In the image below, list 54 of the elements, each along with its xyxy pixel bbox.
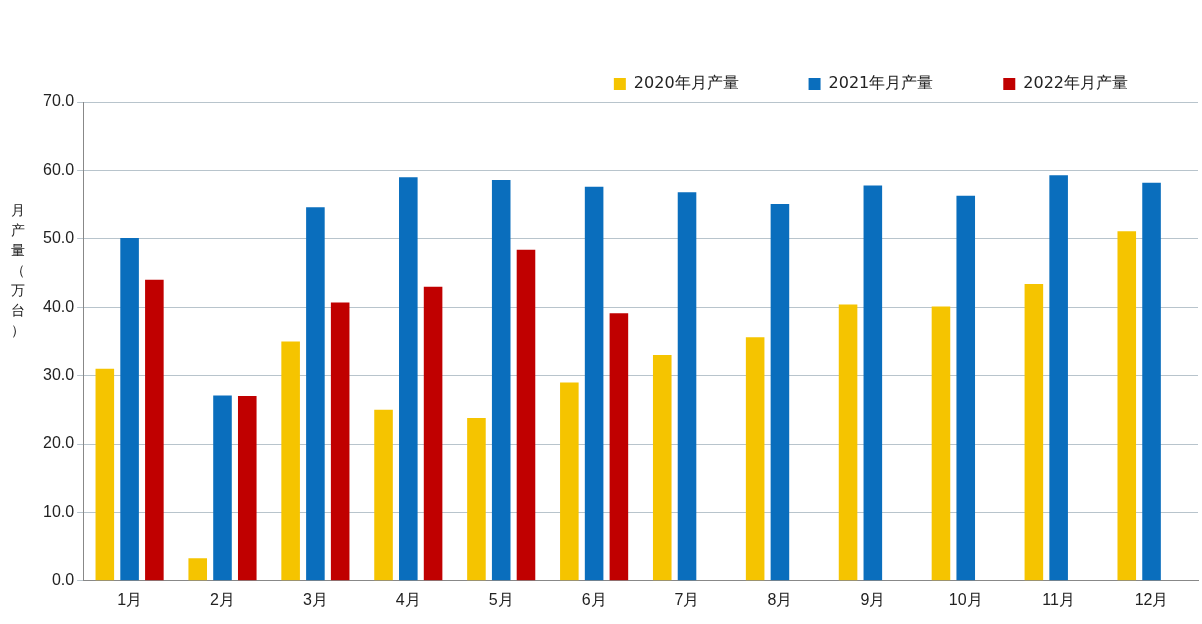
bar [188,558,208,581]
bar [374,409,393,581]
x-tick-label: 3月 [302,590,328,608]
bar [770,203,790,581]
y-axis-title: 月产量（万台） [10,201,26,340]
bar [1117,231,1137,581]
x-tick-label: 6月 [581,590,607,608]
bar [516,249,536,581]
bar [956,195,976,581]
x-tick-label: 7月 [674,590,700,608]
bar [863,185,883,581]
bar [1024,283,1044,581]
y-tick-label: 50.0 [43,229,75,247]
legend-label: 2021年月产量 [828,73,934,93]
bar [931,306,951,581]
bar [145,279,164,581]
bar [838,304,858,581]
x-tick-label: 5月 [488,590,514,608]
bar [1049,175,1068,581]
bar [467,418,486,581]
y-tick-label: 40.0 [43,297,75,315]
y-tick-label: 70.0 [43,92,75,110]
bar [560,382,579,581]
legend-label: 2020年月产量 [633,73,739,93]
bar [652,355,672,581]
bar [330,302,350,581]
bar [609,313,629,581]
x-tick-label: 4月 [395,590,421,608]
bar [120,238,139,581]
bar [399,177,418,581]
y-tick-label: 60.0 [43,160,75,178]
bar [745,337,765,581]
bar [213,395,232,581]
y-tick-label: 30.0 [43,366,75,384]
bar [281,341,300,581]
x-tick-label: 12月 [1134,590,1169,608]
bar [677,192,697,581]
x-tick-label: 1月 [117,590,143,608]
bar [1142,182,1161,581]
x-tick-label: 10月 [948,590,983,608]
bar [584,186,604,581]
bar [491,179,511,581]
x-tick-label: 11月 [1042,590,1075,608]
legend-label: 2022年月产量 [1023,73,1128,93]
bar [95,368,115,581]
bar [306,207,325,581]
bar [423,286,443,581]
y-tick-label: 20.0 [43,434,75,452]
x-tick-label: 8月 [767,590,793,608]
bar [237,396,257,581]
x-tick-label: 2月 [210,590,235,608]
x-tick-label: 9月 [860,590,886,608]
y-tick-label: 0.0 [51,571,75,589]
y-tick-label: 10.0 [43,502,75,520]
